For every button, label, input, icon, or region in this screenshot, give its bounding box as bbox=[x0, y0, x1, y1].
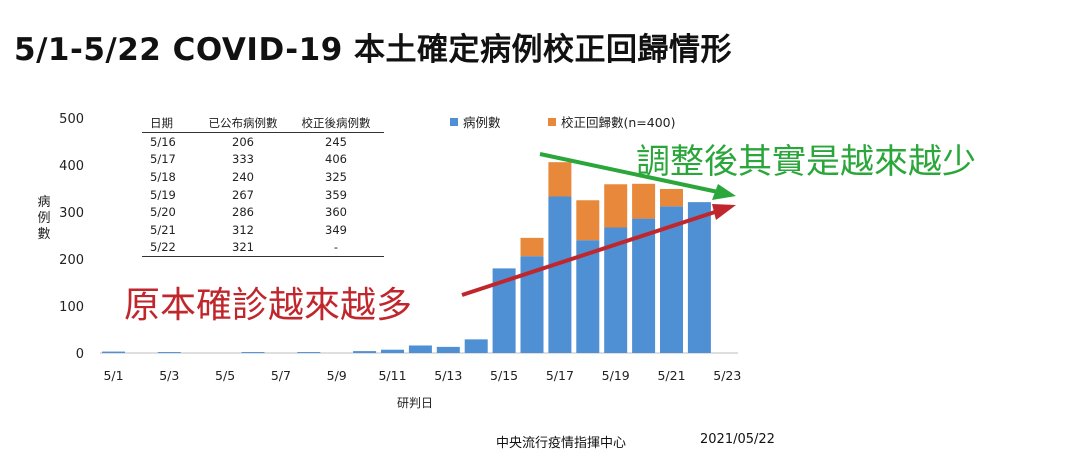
table-cell-corrected: 359 bbox=[325, 187, 347, 202]
table-cell-published: 240 bbox=[232, 169, 254, 184]
table-cell-date: 5/19 bbox=[150, 187, 176, 202]
bar-cases bbox=[687, 202, 711, 353]
table-cell-published: 267 bbox=[232, 187, 254, 202]
red-arrow bbox=[461, 204, 736, 297]
y-axis-label-char: 數 bbox=[37, 227, 50, 242]
bar-cases bbox=[436, 346, 460, 353]
annotation-increasing: 原本確診越來越多 bbox=[124, 285, 413, 326]
x-tick-label: 5/11 bbox=[378, 368, 406, 383]
bar-cases bbox=[297, 352, 321, 353]
bar-correction bbox=[660, 188, 683, 207]
x-axis-label: 研判日 bbox=[397, 396, 433, 410]
y-axis-label-char: 病 bbox=[37, 195, 50, 210]
x-tick-label: 5/21 bbox=[657, 368, 685, 383]
red-arrow-head bbox=[712, 204, 736, 220]
bar-cases bbox=[353, 351, 377, 353]
table-cell-corrected: 349 bbox=[325, 222, 347, 237]
table-header-date: 日期 bbox=[142, 114, 198, 133]
x-tick-label: 5/15 bbox=[490, 368, 518, 383]
footer-date: 2021/05/22 bbox=[700, 432, 775, 447]
table-header-row: 日期 已公布病例數 校正後病例數 bbox=[142, 114, 384, 133]
y-tick-label: 200 bbox=[59, 253, 84, 268]
page-title: 5/1-5/22 COVID-19 本土確定病例校正回歸情形 bbox=[14, 32, 733, 68]
correction-table: 日期 已公布病例數 校正後病例數 5/16 206 245 5/17 333 4… bbox=[142, 114, 384, 258]
y-axis-label-char: 例 bbox=[37, 211, 50, 226]
table-header-corrected: 校正後病例數 bbox=[288, 114, 384, 133]
x-tick-label: 5/7 bbox=[271, 368, 291, 383]
table-header-published: 已公布病例數 bbox=[198, 114, 288, 133]
table-cell-date: 5/17 bbox=[150, 152, 176, 167]
bar-cases bbox=[520, 256, 544, 353]
table-cell-corrected: 245 bbox=[325, 134, 347, 149]
table-cell-corrected: 360 bbox=[325, 205, 347, 220]
legend-label-cases: 病例數 bbox=[463, 115, 501, 130]
table-cell-published: 286 bbox=[232, 205, 254, 220]
legend-label-correction: 校正回歸數(n=400) bbox=[561, 115, 676, 130]
bar-cases bbox=[604, 227, 628, 353]
table-row: 5/19 267 359 bbox=[142, 186, 384, 204]
table-cell-date: 5/18 bbox=[150, 169, 176, 184]
table-row: 5/21 312 349 bbox=[142, 221, 384, 239]
bar-correction bbox=[548, 162, 572, 197]
bar-cases bbox=[157, 352, 181, 353]
x-tick-label: 5/19 bbox=[602, 368, 630, 383]
green-arrow-line bbox=[539, 152, 719, 194]
red-arrow-line bbox=[461, 209, 719, 297]
bars-group bbox=[102, 162, 711, 353]
x-tick-label: 5/1 bbox=[103, 368, 123, 383]
table-cell-published: 333 bbox=[232, 152, 254, 167]
bar-cases bbox=[381, 349, 404, 353]
table-row: 5/16 206 245 bbox=[142, 133, 384, 151]
table-row: 5/17 333 406 bbox=[142, 151, 384, 169]
bar-cases bbox=[464, 339, 488, 353]
annotation-decreasing: 調整後其實是越來越少 bbox=[636, 142, 976, 182]
table-cell-date: 5/16 bbox=[150, 134, 176, 149]
bar-cases bbox=[492, 268, 516, 353]
bar-correction bbox=[520, 237, 544, 257]
x-tick-label: 5/9 bbox=[327, 368, 347, 383]
legend-swatch-correction bbox=[548, 118, 556, 126]
table-cell-published: 312 bbox=[232, 222, 254, 237]
y-tick-label: 300 bbox=[59, 206, 84, 221]
footer-org: 中央流行疫情指揮中心 bbox=[496, 436, 627, 451]
y-axis-label: 病例數 bbox=[37, 195, 50, 242]
bar-correction bbox=[576, 200, 600, 241]
bar-cases bbox=[408, 345, 432, 353]
green-arrow-head bbox=[712, 184, 736, 200]
y-tick-label: 400 bbox=[59, 159, 84, 174]
legend: 病例數 校正回歸數(n=400) bbox=[450, 115, 676, 130]
y-tick-label: 500 bbox=[59, 112, 84, 127]
bar-cases bbox=[548, 196, 572, 353]
bar-cases bbox=[241, 352, 265, 353]
bar-cases bbox=[660, 206, 683, 353]
y-axis: 0 100 200 300 400 500 bbox=[59, 112, 84, 362]
x-axis: 5/1 5/3 5/5 5/7 5/9 5/11 5/13 5/15 5/17 5/19 5/21 5… bbox=[103, 368, 741, 383]
bar-cases bbox=[102, 351, 125, 353]
table-cell-date: 5/21 bbox=[150, 222, 176, 237]
table-cell-date: 5/20 bbox=[150, 205, 176, 220]
x-tick-label: 5/3 bbox=[159, 368, 179, 383]
green-arrow bbox=[539, 152, 736, 200]
table-row: 5/18 240 325 bbox=[142, 168, 384, 186]
x-tick-label: 5/5 bbox=[215, 368, 235, 383]
table-cell-corrected: 406 bbox=[325, 152, 347, 167]
bar-correction bbox=[632, 183, 656, 219]
table-row: 5/20 286 360 bbox=[142, 203, 384, 221]
bar-cases bbox=[632, 218, 656, 353]
x-tick-label: 5/23 bbox=[713, 368, 741, 383]
y-tick-label: 100 bbox=[59, 300, 84, 315]
bar-cases bbox=[576, 240, 600, 353]
x-tick-label: 5/17 bbox=[546, 368, 574, 383]
legend-swatch-cases bbox=[450, 118, 458, 126]
table-cell-date: 5/22 bbox=[142, 238, 198, 258]
table-cell-published: 321 bbox=[198, 238, 288, 258]
y-tick-label: 0 bbox=[76, 347, 84, 362]
table-cell-published: 206 bbox=[232, 134, 254, 149]
x-tick-label: 5/13 bbox=[434, 368, 462, 383]
table-cell-corrected: - bbox=[288, 238, 384, 258]
table-row: 5/22 321 - bbox=[142, 238, 384, 258]
bar-correction bbox=[604, 184, 628, 228]
table-cell-corrected: 325 bbox=[325, 169, 347, 184]
